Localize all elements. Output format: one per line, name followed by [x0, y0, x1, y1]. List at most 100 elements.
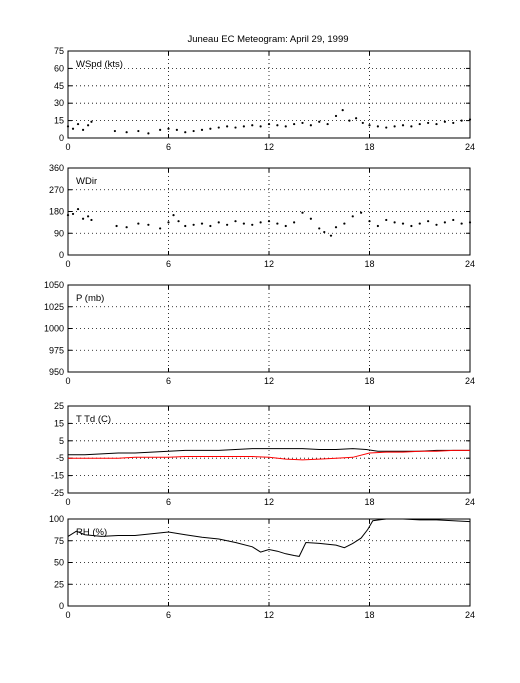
- data-point: [184, 224, 187, 228]
- data-point: [309, 124, 312, 127]
- x-tick-label: 18: [364, 610, 374, 620]
- data-point: [368, 220, 371, 223]
- data-point: [318, 227, 321, 230]
- data-point: [113, 129, 116, 133]
- data-point: [184, 131, 187, 134]
- x-tick-label: 0: [65, 142, 70, 152]
- data-point: [443, 120, 446, 123]
- x-tick-label: 24: [465, 497, 475, 507]
- data-point: [76, 207, 80, 211]
- data-point: [376, 224, 379, 228]
- data-point: [242, 125, 245, 128]
- data-point: [341, 109, 344, 112]
- y-tick-label: 1050: [44, 280, 64, 290]
- x-tick-label: 24: [465, 376, 475, 386]
- data-point: [323, 230, 326, 234]
- panel-0: 0 6 12 18 24 0 15 30 45 60 75 WSpd (kts): [54, 46, 475, 152]
- x-tick-label: 0: [65, 497, 70, 507]
- data-point: [355, 117, 358, 120]
- data-point: [452, 218, 455, 222]
- x-tick-label: 6: [166, 610, 171, 620]
- data-point: [81, 128, 85, 131]
- data-point: [200, 128, 204, 131]
- panel-label: RH (%): [76, 527, 107, 538]
- data-point: [177, 220, 180, 223]
- data-point: [226, 223, 229, 226]
- data-point: [427, 220, 430, 223]
- data-point: [125, 131, 128, 134]
- data-point: [443, 221, 446, 224]
- panel-label: P (mb): [76, 293, 104, 304]
- y-tick-label: 180: [49, 207, 64, 217]
- data-point: [368, 124, 371, 127]
- data-point: [460, 222, 463, 225]
- panel-1: 0 6 12 18 24 0 90 180 270 360 WDir: [49, 163, 475, 269]
- y-tick-label: 15: [54, 116, 64, 126]
- data-point: [209, 127, 212, 130]
- data-point: [361, 121, 364, 125]
- panel-4: 0 6 12 18 24 0 25 50 75 100 RH (%): [49, 514, 475, 620]
- x-tick-label: 18: [364, 376, 374, 386]
- x-tick-label: 6: [166, 259, 171, 269]
- data-point: [301, 211, 304, 214]
- data-point: [334, 114, 338, 118]
- x-tick-label: 24: [465, 610, 475, 620]
- y-tick-label: 5: [59, 436, 64, 446]
- data-point: [71, 212, 75, 216]
- data-point: [259, 221, 262, 224]
- y-tick-label: 360: [49, 163, 64, 173]
- data-point: [276, 222, 279, 225]
- y-tick-label: 25: [54, 579, 64, 589]
- y-tick-label: 0: [59, 601, 64, 611]
- data-point: [284, 125, 287, 128]
- y-tick-label: 90: [54, 228, 64, 238]
- x-tick-label: 12: [264, 259, 274, 269]
- data-point: [90, 120, 93, 123]
- data-point: [435, 223, 438, 226]
- y-tick-label: -5: [56, 453, 64, 463]
- data-point: [385, 218, 388, 222]
- data-point: [401, 124, 405, 127]
- x-tick-label: 24: [465, 142, 475, 152]
- data-point: [175, 128, 178, 131]
- data-point: [147, 132, 150, 135]
- data-point: [334, 226, 338, 229]
- y-tick-label: 0: [59, 250, 64, 260]
- x-tick-label: 6: [166, 142, 171, 152]
- data-point: [418, 122, 421, 126]
- x-tick-label: 0: [65, 259, 70, 269]
- y-tick-label: 45: [54, 81, 64, 91]
- data-point: [348, 119, 351, 122]
- x-tick-label: 12: [264, 610, 274, 620]
- panel-label: WDir: [76, 176, 97, 187]
- data-point: [351, 215, 354, 218]
- y-tick-label: 0: [59, 133, 64, 143]
- data-point: [242, 222, 245, 225]
- data-point: [192, 223, 195, 226]
- figure-title: Juneau EC Meteogram: April 29, 1999: [187, 34, 348, 45]
- data-point: [401, 222, 405, 225]
- y-tick-label: 60: [54, 63, 64, 73]
- x-tick-label: 0: [65, 610, 70, 620]
- data-point: [418, 222, 421, 225]
- data-point: [284, 224, 287, 228]
- data-point: [192, 129, 195, 133]
- data-point: [452, 121, 455, 125]
- data-point: [393, 125, 396, 128]
- y-tick-label: 30: [54, 98, 64, 108]
- y-tick-label: 950: [49, 367, 64, 377]
- data-point: [81, 217, 85, 220]
- data-point: [159, 227, 162, 230]
- y-tick-label: 50: [54, 558, 64, 568]
- data-point: [66, 125, 70, 128]
- x-tick-label: 12: [264, 376, 274, 386]
- data-point: [200, 222, 204, 225]
- x-tick-label: 18: [364, 259, 374, 269]
- y-tick-label: 1025: [44, 302, 64, 312]
- y-tick-label: 100: [49, 514, 64, 524]
- y-tick-label: 1000: [44, 324, 64, 334]
- data-point: [115, 224, 118, 228]
- x-tick-label: 18: [364, 142, 374, 152]
